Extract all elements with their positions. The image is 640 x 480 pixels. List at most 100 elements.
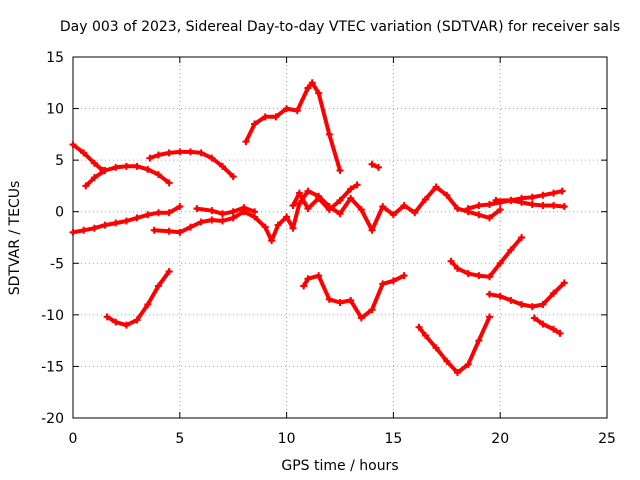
data-point-marker <box>133 162 141 170</box>
data-point-marker <box>347 194 355 202</box>
data-point-marker <box>229 214 237 222</box>
data-point-marker <box>550 202 558 210</box>
data-point-marker <box>507 196 515 204</box>
data-point-marker <box>90 174 98 182</box>
y-tick-label: 15 <box>46 50 64 66</box>
data-point-marker <box>560 203 568 211</box>
data-point-marker <box>558 187 566 195</box>
data-point-marker <box>325 295 333 303</box>
data-point-marker <box>101 166 109 174</box>
data-point-marker <box>122 321 130 329</box>
data-point-marker <box>154 209 162 217</box>
data-point-marker <box>272 113 280 121</box>
data-point-marker <box>347 185 355 193</box>
data-point-marker <box>300 282 308 290</box>
data-point-marker <box>415 323 423 331</box>
data-point-marker <box>357 206 365 214</box>
data-point-marker <box>304 275 312 283</box>
data-point-marker <box>219 210 227 218</box>
data-point-marker <box>550 289 558 297</box>
data-point-marker <box>475 211 483 219</box>
data-point-marker <box>475 272 483 280</box>
data-point-marker <box>560 279 568 287</box>
data-point-marker <box>295 189 303 197</box>
data-point-marker <box>496 292 504 300</box>
data-point-marker <box>368 160 376 168</box>
x-tick-label: 20 <box>491 431 509 447</box>
data-point-marker <box>492 196 500 204</box>
data-point-marker <box>293 107 301 115</box>
data-point-marker <box>274 221 282 229</box>
data-point-marker <box>176 228 184 236</box>
data-point-marker <box>528 303 536 311</box>
data-point-marker <box>507 296 515 304</box>
axis-ticks <box>72 56 608 419</box>
data-point-marker <box>539 320 547 328</box>
data-point-marker <box>421 195 429 203</box>
data-point-marker <box>389 277 397 285</box>
data-point-marker <box>453 205 461 213</box>
data-point-marker <box>133 214 141 222</box>
data-point-marker <box>518 301 526 309</box>
data-point-marker <box>261 113 269 121</box>
data-point-marker <box>315 89 323 97</box>
data-point-marker <box>283 105 291 113</box>
series-track-1 <box>71 142 105 173</box>
data-point-marker <box>556 329 564 337</box>
data-point-marker <box>165 227 173 235</box>
data-point-marker <box>69 141 77 149</box>
data-point-marker <box>336 210 344 218</box>
x-tick-label: 10 <box>278 431 296 447</box>
data-point-marker <box>374 163 382 171</box>
data-point-marker <box>400 272 408 280</box>
data-point-marker <box>464 360 472 368</box>
data-point-marker <box>112 219 120 227</box>
data-point-marker <box>507 246 515 254</box>
data-point-marker <box>528 193 536 201</box>
x-tick-label: 0 <box>69 431 78 447</box>
data-point-marker <box>464 270 472 278</box>
data-point-marker <box>144 165 152 173</box>
data-point-marker <box>289 202 297 210</box>
data-point-marker <box>176 203 184 211</box>
data-point-marker <box>304 205 312 213</box>
data-point-marker <box>289 224 297 232</box>
y-tick-label: 10 <box>46 102 64 118</box>
data-point-marker <box>530 314 538 322</box>
data-point-marker <box>101 221 109 229</box>
data-point-marker <box>496 259 504 267</box>
y-tick-label: -15 <box>41 359 64 375</box>
series-track-7 <box>291 182 360 212</box>
data-point-marker <box>315 194 323 202</box>
data-point-marker <box>304 187 312 195</box>
data-point-marker <box>208 154 216 162</box>
series-track-2 <box>83 164 172 188</box>
data-point-marker <box>251 120 259 128</box>
data-point-marker <box>122 217 130 225</box>
data-point-marker <box>154 282 162 290</box>
data-point-marker <box>353 181 361 189</box>
data-point-marker <box>133 316 141 324</box>
data-point-marker <box>486 214 494 222</box>
data-point-marker <box>550 189 558 197</box>
data-point-marker <box>197 149 205 157</box>
data-point-marker <box>550 325 558 333</box>
data-series <box>69 79 568 377</box>
data-point-marker <box>447 257 455 265</box>
data-point-marker <box>268 237 276 245</box>
data-point-marker <box>186 223 194 231</box>
data-point-marker <box>325 206 333 214</box>
data-point-marker <box>336 298 344 306</box>
y-tick-label: -10 <box>41 308 64 324</box>
data-point-marker <box>165 149 173 157</box>
data-point-marker <box>336 196 344 204</box>
data-point-marker <box>208 207 216 215</box>
data-point-marker <box>80 149 88 157</box>
series-track-8 <box>466 189 565 211</box>
data-point-marker <box>347 296 355 304</box>
data-point-marker <box>112 318 120 326</box>
series-track-12 <box>105 269 172 328</box>
data-point-marker <box>518 234 526 241</box>
data-point-marker <box>176 148 184 156</box>
data-point-marker <box>229 173 237 181</box>
